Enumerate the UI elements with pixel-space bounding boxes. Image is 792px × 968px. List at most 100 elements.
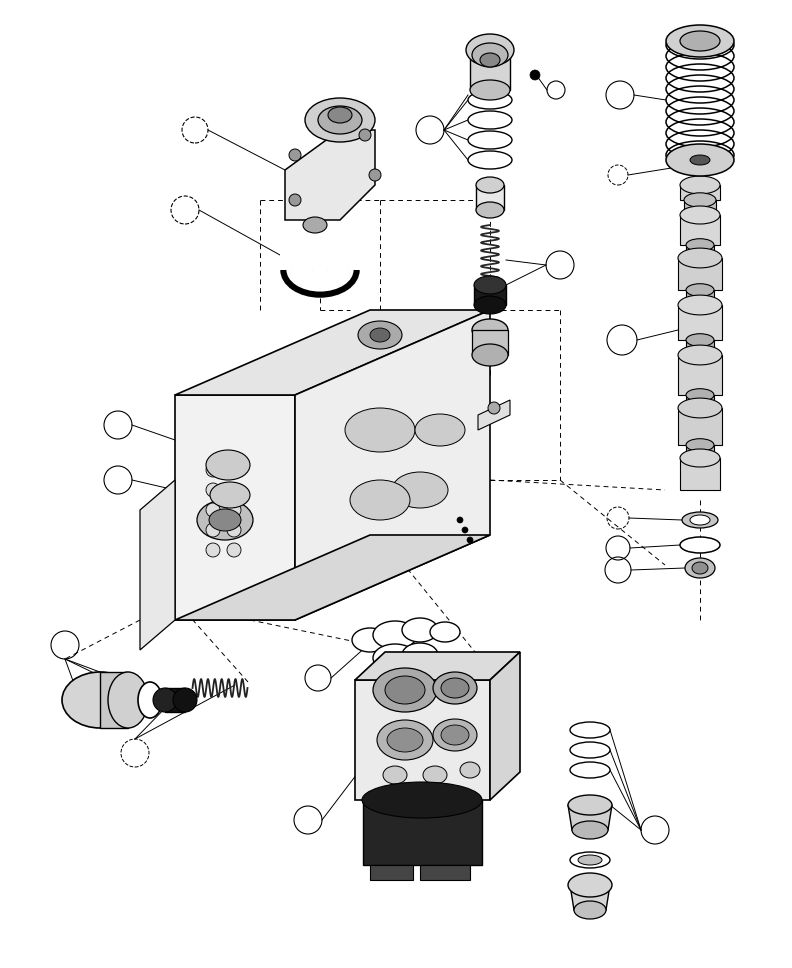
Polygon shape <box>678 408 722 445</box>
Ellipse shape <box>572 821 608 839</box>
Polygon shape <box>474 285 506 305</box>
Circle shape <box>289 194 301 206</box>
Ellipse shape <box>568 795 612 815</box>
Ellipse shape <box>470 80 510 100</box>
Ellipse shape <box>570 722 610 738</box>
Ellipse shape <box>570 852 610 868</box>
Ellipse shape <box>206 450 250 480</box>
Circle shape <box>206 463 220 477</box>
Polygon shape <box>295 310 490 620</box>
Ellipse shape <box>153 688 177 712</box>
Ellipse shape <box>345 408 415 452</box>
Circle shape <box>530 70 540 80</box>
Ellipse shape <box>377 720 433 760</box>
Ellipse shape <box>387 728 423 752</box>
Polygon shape <box>355 680 490 800</box>
Polygon shape <box>570 885 610 910</box>
Ellipse shape <box>402 643 438 667</box>
Ellipse shape <box>468 91 512 109</box>
Ellipse shape <box>686 389 714 402</box>
Circle shape <box>206 523 220 537</box>
Ellipse shape <box>578 855 602 865</box>
Ellipse shape <box>692 562 708 574</box>
Polygon shape <box>690 160 710 170</box>
Circle shape <box>206 483 220 497</box>
Ellipse shape <box>318 106 362 134</box>
Ellipse shape <box>474 276 506 294</box>
Circle shape <box>488 402 500 414</box>
Ellipse shape <box>472 344 508 366</box>
Ellipse shape <box>476 177 504 193</box>
Polygon shape <box>280 240 360 270</box>
Polygon shape <box>678 355 722 395</box>
Polygon shape <box>472 330 508 355</box>
Ellipse shape <box>568 873 612 897</box>
Ellipse shape <box>433 719 477 751</box>
Ellipse shape <box>476 202 504 218</box>
Ellipse shape <box>574 901 606 919</box>
Polygon shape <box>490 652 520 800</box>
Polygon shape <box>684 200 716 215</box>
Polygon shape <box>140 480 175 650</box>
Circle shape <box>227 463 241 477</box>
Ellipse shape <box>197 500 253 540</box>
Ellipse shape <box>468 131 512 149</box>
Polygon shape <box>420 865 470 880</box>
Polygon shape <box>175 535 490 620</box>
Circle shape <box>227 523 241 537</box>
Ellipse shape <box>690 155 710 165</box>
Polygon shape <box>285 130 375 220</box>
Ellipse shape <box>373 668 437 712</box>
Ellipse shape <box>678 248 722 268</box>
Ellipse shape <box>441 678 469 698</box>
Polygon shape <box>355 652 520 680</box>
Ellipse shape <box>460 762 480 778</box>
Ellipse shape <box>305 98 375 142</box>
Ellipse shape <box>370 328 390 342</box>
Ellipse shape <box>680 176 720 194</box>
Polygon shape <box>686 340 714 355</box>
Circle shape <box>206 503 220 517</box>
Polygon shape <box>686 395 714 408</box>
Ellipse shape <box>680 537 720 553</box>
Ellipse shape <box>472 319 508 341</box>
Ellipse shape <box>466 34 514 66</box>
Polygon shape <box>175 310 490 395</box>
Ellipse shape <box>108 672 148 728</box>
Polygon shape <box>680 185 720 200</box>
Circle shape <box>467 537 473 543</box>
Circle shape <box>206 543 220 557</box>
Ellipse shape <box>62 672 138 728</box>
Polygon shape <box>680 215 720 245</box>
Ellipse shape <box>480 53 500 67</box>
Ellipse shape <box>686 284 714 296</box>
Circle shape <box>369 169 381 181</box>
Circle shape <box>227 503 241 517</box>
Polygon shape <box>568 805 612 830</box>
Ellipse shape <box>352 628 388 652</box>
Ellipse shape <box>402 618 438 642</box>
Polygon shape <box>476 185 504 210</box>
Ellipse shape <box>423 766 447 784</box>
Ellipse shape <box>415 414 465 446</box>
Polygon shape <box>686 290 714 305</box>
Ellipse shape <box>373 644 417 672</box>
Ellipse shape <box>690 515 710 525</box>
Polygon shape <box>165 688 185 712</box>
Ellipse shape <box>433 672 477 704</box>
Ellipse shape <box>680 31 720 51</box>
Ellipse shape <box>392 472 448 508</box>
Ellipse shape <box>350 480 410 520</box>
Ellipse shape <box>441 725 469 745</box>
Polygon shape <box>686 445 714 458</box>
Circle shape <box>227 483 241 497</box>
Ellipse shape <box>666 144 734 176</box>
Polygon shape <box>678 305 722 340</box>
Ellipse shape <box>138 682 162 718</box>
Ellipse shape <box>678 346 722 365</box>
Polygon shape <box>175 395 295 620</box>
Ellipse shape <box>680 449 720 467</box>
Ellipse shape <box>373 621 417 649</box>
Circle shape <box>227 543 241 557</box>
Circle shape <box>457 517 463 523</box>
